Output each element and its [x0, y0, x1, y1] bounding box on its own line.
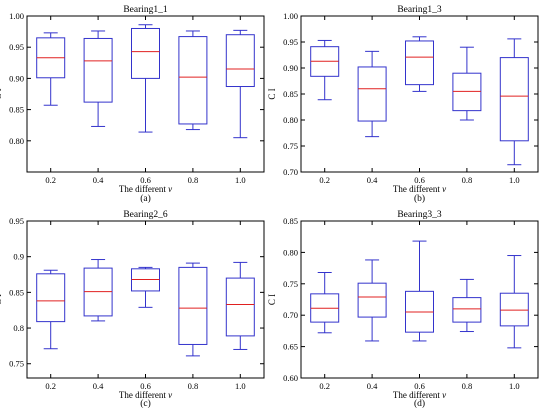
- y-tick-label: 0.70: [283, 167, 298, 177]
- y-tick-label: 1.00: [9, 11, 24, 21]
- x-tick-label: 0.4: [367, 175, 378, 185]
- x-tick-label: 0.8: [188, 175, 199, 185]
- box: [405, 40, 434, 86]
- box: [452, 72, 482, 112]
- x-tick-label: 0.6: [414, 381, 425, 391]
- x-tick-label: 1.0: [509, 175, 520, 185]
- y-tick-label: 0.95: [9, 42, 24, 52]
- y-tick-label: 0.80: [9, 136, 24, 146]
- x-tick-label: 0.6: [140, 175, 151, 185]
- x-tick-label: 0.2: [319, 175, 330, 185]
- y-tick-label: 0.70: [283, 310, 298, 320]
- y-tick-label: 0.60: [283, 373, 298, 383]
- y-tick-label: 0.80: [283, 115, 298, 125]
- x-tick-label: 0.2: [45, 381, 56, 391]
- x-tick-label: 1.0: [509, 381, 520, 391]
- y-tick-label: 0.9: [13, 252, 24, 262]
- box: [499, 57, 529, 142]
- y-tick-label: 0.85: [9, 105, 24, 115]
- box: [178, 36, 208, 125]
- x-tick-label: 0.4: [93, 381, 104, 391]
- y-tick-label: 1.00: [283, 11, 298, 21]
- x-tick-label: 0.8: [188, 381, 199, 391]
- x-tick-label: 1.0: [235, 381, 246, 391]
- box: [36, 273, 66, 323]
- x-tick-label: 1.0: [235, 175, 246, 185]
- box: [499, 292, 529, 327]
- panel-caption: (b): [414, 193, 425, 204]
- x-tick-label: 0.4: [367, 381, 378, 391]
- panel-caption: (c): [140, 398, 151, 409]
- y-axis-label: C I: [267, 294, 277, 305]
- y-axis-label: C I: [0, 294, 3, 305]
- y-tick-label: 0.90: [283, 63, 298, 73]
- y-tick-label: 0.85: [9, 287, 24, 297]
- y-tick-label: 0.95: [9, 216, 24, 226]
- y-tick-label: 0.90: [9, 73, 24, 83]
- chart-title: Bearing2_6: [123, 210, 168, 220]
- panel-caption: (d): [414, 398, 425, 409]
- box: [225, 277, 255, 337]
- x-tick-label: 0.2: [319, 381, 330, 391]
- y-tick-label: 0.8: [13, 323, 24, 333]
- y-tick-label: 0.75: [283, 141, 298, 151]
- y-tick-label: 0.80: [283, 247, 298, 257]
- y-tick-label: 0.75: [283, 279, 298, 289]
- y-axis-label: C I: [267, 88, 277, 99]
- y-axis-label: C I: [0, 88, 3, 99]
- x-tick-label: 0.8: [462, 381, 473, 391]
- x-tick-label: 0.8: [462, 175, 473, 185]
- box: [178, 266, 208, 345]
- panel-caption: (a): [140, 193, 151, 204]
- box: [83, 37, 113, 103]
- y-tick-label: 0.75: [9, 359, 24, 369]
- x-tick-label: 0.4: [93, 175, 104, 185]
- x-axis-label: The different v: [119, 184, 172, 194]
- y-tick-label: 0.85: [283, 216, 298, 226]
- x-tick-label: 0.2: [45, 175, 56, 185]
- chart-title: Bearing1_3: [397, 5, 442, 15]
- y-tick-label: 0.85: [283, 89, 298, 99]
- box: [131, 27, 160, 79]
- x-axis-label: The different v: [393, 390, 446, 400]
- x-axis-label: The different v: [393, 184, 446, 194]
- chart-title: Bearing3_3: [397, 210, 442, 220]
- box: [452, 297, 482, 323]
- y-tick-label: 0.95: [283, 37, 298, 47]
- y-tick-label: 0.65: [283, 342, 298, 352]
- box: [357, 66, 387, 122]
- x-tick-label: 0.6: [414, 175, 425, 185]
- box: [357, 282, 387, 318]
- box: [225, 34, 255, 88]
- chart-title: Bearing1_1: [123, 5, 168, 15]
- x-tick-label: 0.6: [140, 381, 151, 391]
- x-axis-label: The different v: [119, 390, 172, 400]
